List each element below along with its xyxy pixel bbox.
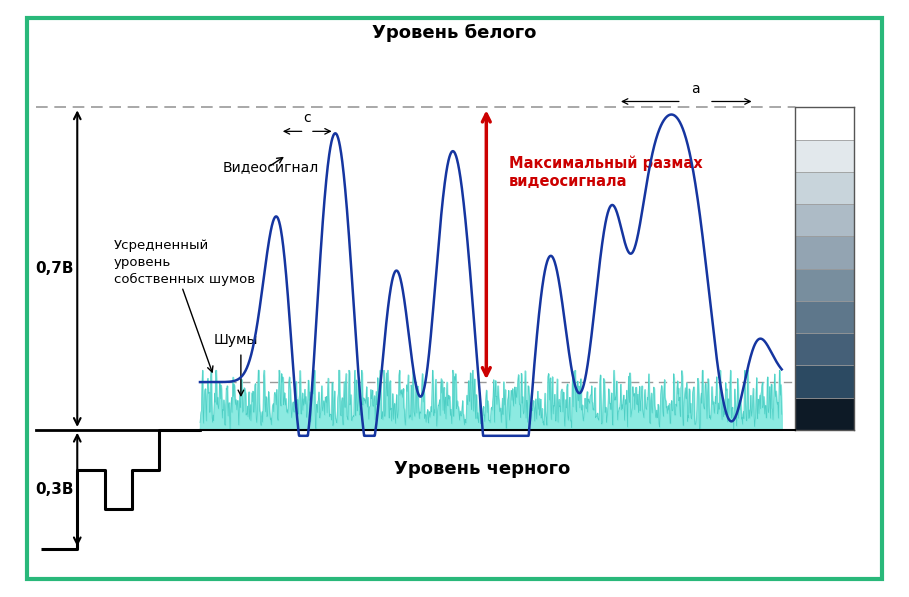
Bar <box>795 333 854 365</box>
Text: Шумы: Шумы <box>214 333 258 347</box>
Bar <box>795 172 854 204</box>
Text: Уровень черного: Уровень черного <box>394 460 570 478</box>
Text: 0,3В: 0,3В <box>35 482 74 497</box>
Bar <box>795 140 854 172</box>
Text: Уровень белого: Уровень белого <box>373 24 536 42</box>
Bar <box>795 269 854 301</box>
Bar <box>795 236 854 269</box>
Bar <box>795 107 854 140</box>
Text: Усредненный
уровень
собственных шумов: Усредненный уровень собственных шумов <box>114 239 255 286</box>
Text: c: c <box>304 112 311 125</box>
Bar <box>795 301 854 333</box>
Text: 0,7В: 0,7В <box>35 261 74 276</box>
Text: Видеосигнал: Видеосигнал <box>223 160 319 174</box>
Bar <box>795 365 854 398</box>
Bar <box>795 204 854 236</box>
Bar <box>795 398 854 430</box>
Text: Максимальный размах
видеосигнала: Максимальный размах видеосигнала <box>509 155 703 189</box>
Text: a: a <box>691 82 700 96</box>
